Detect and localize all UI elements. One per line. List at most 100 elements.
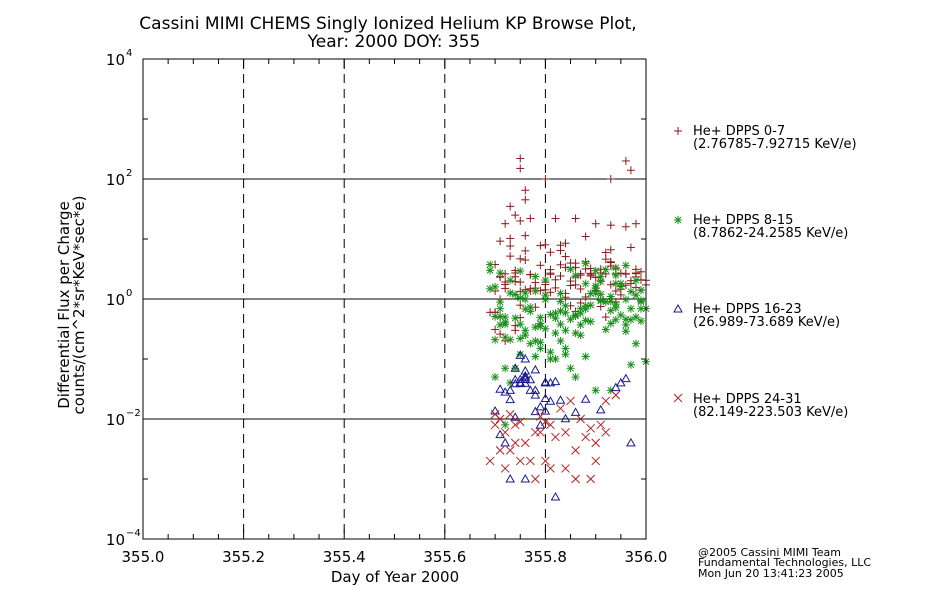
data-point — [591, 273, 600, 282]
y-tick-label: 10 — [106, 291, 125, 309]
data-point — [556, 404, 565, 413]
data-point — [561, 427, 570, 437]
data-point — [571, 263, 580, 272]
data-point — [516, 278, 525, 287]
data-point — [536, 241, 545, 250]
data-point — [581, 352, 590, 361]
data-point — [611, 390, 621, 400]
chart-title: Cassini MIMI CHEMS Singly Ionized Helium… — [139, 14, 636, 34]
legend-range-8-15: (8.7862-24.2585 KeV/e) — [693, 226, 848, 241]
series-asterisk — [486, 259, 650, 429]
data-point — [576, 414, 585, 424]
data-point — [551, 432, 560, 442]
data-point — [591, 386, 600, 395]
data-point — [581, 232, 590, 241]
legend-marker-8-15 — [674, 216, 682, 224]
data-point — [561, 239, 570, 248]
data-point — [581, 305, 590, 314]
data-point — [501, 420, 510, 429]
data-point — [601, 313, 610, 322]
data-point — [505, 446, 515, 455]
data-point — [551, 329, 560, 338]
y-axis-label-line1: Differential Flux per Charge — [55, 201, 73, 409]
data-point — [631, 276, 640, 285]
y-tick-label: 10 — [106, 171, 125, 189]
data-point — [506, 242, 515, 251]
data-point — [530, 364, 541, 374]
y-tick-label: 10 — [106, 51, 125, 69]
data-point — [546, 420, 555, 430]
data-point — [516, 293, 525, 302]
plot-area-frame — [142, 58, 647, 540]
data-point — [501, 219, 510, 228]
data-point — [521, 231, 530, 240]
data-point — [551, 275, 560, 284]
data-point — [521, 256, 530, 265]
data-point — [615, 377, 626, 387]
data-point — [516, 267, 525, 276]
legend-marker-24-31 — [673, 393, 683, 403]
data-point — [606, 257, 615, 266]
data-point — [516, 254, 525, 263]
data-point — [496, 237, 505, 246]
data-point — [571, 214, 580, 223]
data-point — [530, 385, 541, 394]
data-point — [530, 406, 541, 416]
data-point — [596, 272, 605, 281]
data-point — [505, 394, 516, 404]
data-point — [510, 420, 520, 430]
data-point — [555, 395, 566, 404]
data-point — [501, 269, 510, 278]
data-point — [581, 432, 590, 442]
tick-labels: 355.0 355.2 355.4 355.6 355.8 356.010−410−210… — [106, 48, 668, 566]
x-tick-label: 355.2 — [222, 548, 265, 566]
data-point — [636, 316, 645, 325]
data-point — [515, 417, 525, 427]
data-point — [510, 374, 521, 384]
x-tick-label: 355.6 — [423, 548, 466, 566]
data-point — [536, 322, 545, 331]
data-point — [571, 373, 580, 382]
data-point — [541, 417, 550, 427]
data-point — [601, 325, 610, 334]
data-point — [516, 301, 525, 310]
data-point — [611, 271, 620, 280]
data-point — [520, 372, 531, 382]
data-point — [626, 166, 635, 175]
data-point — [611, 300, 620, 309]
credits-line1: @2005 Cassini MIMI Team — [698, 546, 841, 559]
data-point — [541, 324, 550, 333]
y-axis-label-line2: counts/(cm^2*sr*KeV*sec*e) — [70, 196, 88, 415]
data-point — [621, 222, 630, 231]
data-point — [495, 446, 505, 455]
data-point — [581, 316, 590, 325]
data-point — [631, 291, 640, 300]
data-point — [506, 234, 515, 243]
data-point — [570, 407, 581, 416]
data-point — [541, 291, 550, 300]
data-point — [561, 293, 570, 302]
data-point — [536, 344, 545, 353]
x-axis-label: Day of Year 2000 — [331, 568, 459, 586]
data-point — [506, 252, 515, 261]
data-point — [506, 276, 515, 285]
data-point — [631, 219, 640, 228]
data-point — [601, 255, 610, 264]
data-point — [636, 267, 645, 276]
data-point — [601, 427, 611, 437]
data-point — [511, 326, 520, 335]
data-point — [546, 355, 555, 363]
x-tick-label: 356.0 — [625, 548, 668, 566]
data-point — [530, 390, 541, 399]
data-point — [586, 271, 595, 280]
data-point — [561, 301, 570, 310]
y-tick-label-exponent: 0 — [126, 288, 132, 299]
data-point — [591, 219, 600, 228]
data-point — [551, 355, 560, 363]
data-point — [500, 437, 511, 447]
data-point — [571, 271, 580, 280]
data-point — [521, 246, 530, 255]
y-tick-label: 10 — [106, 531, 125, 549]
data-point — [560, 413, 571, 423]
data-point — [586, 474, 596, 484]
